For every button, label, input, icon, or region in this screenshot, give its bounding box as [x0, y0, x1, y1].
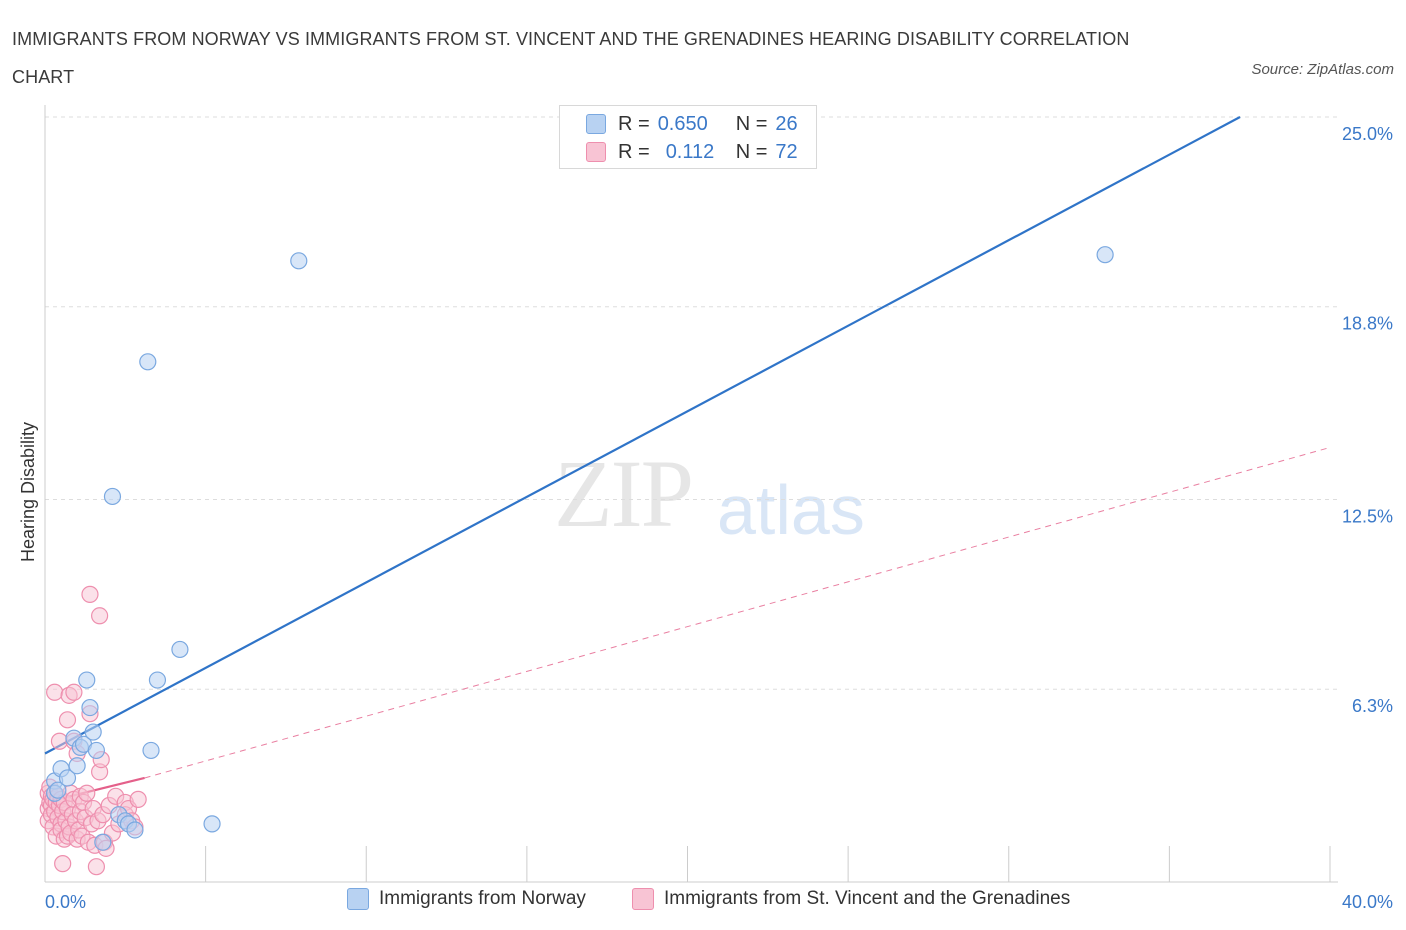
grid-lines: [45, 116, 1338, 690]
norway-point: [68, 757, 86, 775]
st-vincent-point: [129, 790, 147, 808]
n-value: 26: [775, 112, 798, 135]
norway-point: [87, 741, 106, 760]
norway-point: [58, 769, 77, 787]
y-tick-label: 18.8%: [1342, 314, 1393, 334]
st-vincent-swatch: [586, 142, 606, 162]
norway-point: [1096, 246, 1114, 264]
series-legend: Immigrants from Norway Immigrants from S…: [0, 888, 1406, 916]
n-label: N =: [735, 140, 768, 163]
n-value: 72: [775, 140, 798, 163]
norway-point: [142, 741, 160, 760]
norway-point: [139, 353, 157, 371]
norway-trend-line: [44, 116, 1241, 755]
norway-point: [78, 671, 96, 689]
y-tick-label: 12.5%: [1342, 507, 1393, 527]
r-value: 0.112: [665, 140, 715, 163]
stats-legend: R = 0.650 N = 26 R = 0.112 N = 72: [559, 105, 817, 169]
norway-swatch: [586, 114, 606, 134]
norway-point: [203, 815, 221, 833]
st-vincent-point: [54, 855, 72, 873]
y-tick-label: 25.0%: [1342, 124, 1393, 144]
r-value: 0.650: [657, 112, 708, 135]
st-vincent-point: [91, 607, 109, 625]
chart-title: IMMIGRANTS FROM NORWAY VS IMMIGRANTS FRO…: [12, 29, 1130, 87]
norway-swatch: [347, 888, 369, 910]
data-points: [39, 246, 1114, 876]
n-label: N =: [735, 112, 768, 135]
norway-point: [290, 252, 308, 270]
norway-point: [126, 821, 144, 839]
st-vincent-point: [87, 858, 106, 876]
st-vincent-trend-extension: [144, 446, 1331, 779]
st-vincent-swatch: [632, 888, 654, 910]
st-vincent-point: [50, 732, 69, 750]
legend-label: Immigrants from St. Vincent and the Gren…: [664, 888, 1071, 909]
st-vincent-point: [65, 683, 83, 701]
st-vincent-point: [78, 784, 96, 802]
trend-lines: [44, 116, 1331, 804]
norway-point: [148, 671, 167, 689]
legend-row-st-vincent: R = 0.112 N = 72: [586, 140, 798, 164]
norway-point: [81, 698, 99, 717]
norway-point: [94, 833, 112, 851]
norway-point: [84, 723, 102, 741]
st-vincent-point: [58, 711, 77, 729]
st-vincent-point: [46, 683, 64, 701]
tick-labels: 6.3% 12.5% 18.8% 25.0% 0.0% 40.0% Hearing Disa…: [18, 124, 1393, 912]
watermark-zip: ZIP: [554, 440, 694, 547]
r-label: R =: [618, 140, 650, 163]
legend-item-norway[interactable]: Immigrants from Norway: [347, 888, 586, 910]
norway-point: [49, 781, 67, 799]
watermark-atlas: atlas: [717, 471, 865, 549]
x-tick-label: 40.0%: [1342, 892, 1393, 912]
axes: [44, 105, 1338, 883]
st-vincent-point: [81, 585, 99, 603]
r-label: R =: [618, 112, 650, 135]
x-tick-label: 0.0%: [45, 892, 86, 912]
legend-label: Immigrants from Norway: [379, 888, 586, 909]
legend-item-st-vincent[interactable]: Immigrants from St. Vincent and the Gren…: [632, 888, 1070, 910]
norway-point: [171, 640, 189, 659]
y-tick-label: 6.3%: [1352, 696, 1393, 716]
norway-point: [103, 487, 122, 506]
source-label: Source: ZipAtlas.com: [1251, 61, 1394, 78]
y-axis-label: Hearing Disability: [18, 422, 38, 562]
legend-row-norway: R = 0.650 N = 26: [586, 112, 798, 136]
